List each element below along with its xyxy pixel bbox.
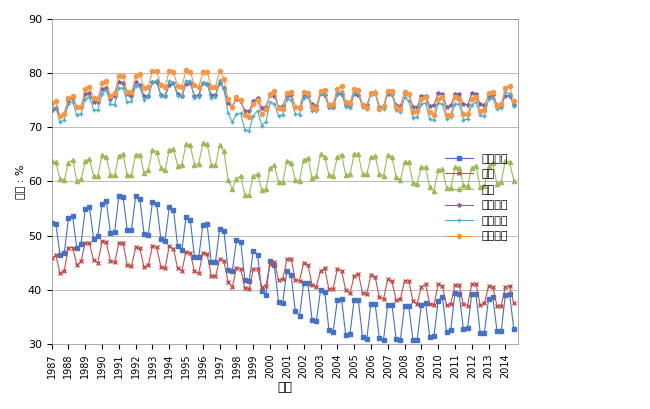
대학교졸 bbox=[325, 103, 333, 108]
고졸 bbox=[270, 163, 278, 168]
중졸 bbox=[321, 266, 329, 271]
대학교졸 bbox=[510, 99, 517, 103]
Line: 전문대졸: 전문대졸 bbox=[49, 78, 516, 133]
대학교졸 bbox=[224, 97, 232, 101]
고졸 bbox=[153, 149, 161, 154]
중졸 bbox=[224, 279, 232, 284]
초졸이하 bbox=[413, 338, 421, 343]
중졸 bbox=[157, 264, 164, 269]
대학교졸 bbox=[153, 69, 161, 74]
대졸이상 bbox=[502, 93, 510, 98]
초졸이하 bbox=[157, 236, 164, 241]
Line: 중졸: 중졸 bbox=[49, 239, 516, 308]
대졸이상 bbox=[270, 93, 278, 98]
X-axis label: 년도: 년도 bbox=[278, 381, 292, 394]
전문대졸 bbox=[170, 81, 177, 85]
초졸이하 bbox=[266, 258, 274, 263]
전문대졸 bbox=[270, 101, 278, 106]
Line: 초졸이하: 초졸이하 bbox=[49, 194, 516, 342]
초졸이하 bbox=[224, 267, 232, 272]
Line: 고졸: 고졸 bbox=[49, 141, 516, 198]
대학교졸 bbox=[502, 85, 510, 90]
중졸 bbox=[493, 303, 501, 308]
대졸이상 bbox=[228, 104, 236, 109]
Legend: 초졸이하, 중졸, 고졸, 대졸이상, 전문대졸, 대학교졸: 초졸이하, 중졸, 고졸, 대졸이상, 전문대졸, 대학교졸 bbox=[441, 149, 512, 246]
대학교졸 bbox=[182, 67, 190, 72]
대학교졸 bbox=[165, 68, 173, 73]
Line: 대졸이상: 대졸이상 bbox=[49, 80, 516, 118]
전문대졸 bbox=[47, 106, 55, 111]
중졸 bbox=[170, 246, 177, 251]
중졸 bbox=[47, 256, 55, 261]
전문대졸 bbox=[510, 104, 517, 109]
초졸이하 bbox=[170, 207, 177, 212]
대졸이상 bbox=[47, 108, 55, 112]
고졸 bbox=[245, 193, 253, 198]
대졸이상 bbox=[56, 113, 64, 118]
초졸이하 bbox=[510, 327, 517, 332]
초졸이하 bbox=[321, 289, 329, 294]
중졸 bbox=[98, 239, 106, 244]
대졸이상 bbox=[510, 103, 517, 108]
고졸 bbox=[510, 178, 517, 183]
초졸이하 bbox=[47, 220, 55, 225]
고졸 bbox=[325, 173, 333, 178]
대졸이상 bbox=[325, 104, 333, 109]
대졸이상 bbox=[174, 92, 181, 97]
고졸 bbox=[224, 177, 232, 182]
고졸 bbox=[47, 159, 55, 164]
대졸이상 bbox=[161, 94, 169, 99]
Y-axis label: 단위 : %: 단위 : % bbox=[15, 164, 25, 199]
중졸 bbox=[510, 301, 517, 306]
전문대졸 bbox=[245, 128, 253, 133]
대학교졸 bbox=[270, 89, 278, 94]
전문대졸 bbox=[224, 110, 232, 115]
대졸이상 bbox=[115, 80, 123, 85]
초졸이하 bbox=[502, 292, 510, 297]
Line: 대학교졸: 대학교졸 bbox=[49, 68, 516, 119]
전문대졸 bbox=[153, 78, 161, 83]
고졸 bbox=[502, 158, 510, 163]
대학교졸 bbox=[47, 100, 55, 105]
대학교졸 bbox=[245, 114, 253, 119]
전문대졸 bbox=[502, 90, 510, 95]
중졸 bbox=[502, 284, 510, 289]
전문대졸 bbox=[157, 94, 164, 99]
고졸 bbox=[199, 141, 207, 146]
초졸이하 bbox=[115, 193, 123, 198]
고졸 bbox=[165, 147, 173, 152]
전문대졸 bbox=[325, 104, 333, 109]
중졸 bbox=[266, 261, 274, 266]
